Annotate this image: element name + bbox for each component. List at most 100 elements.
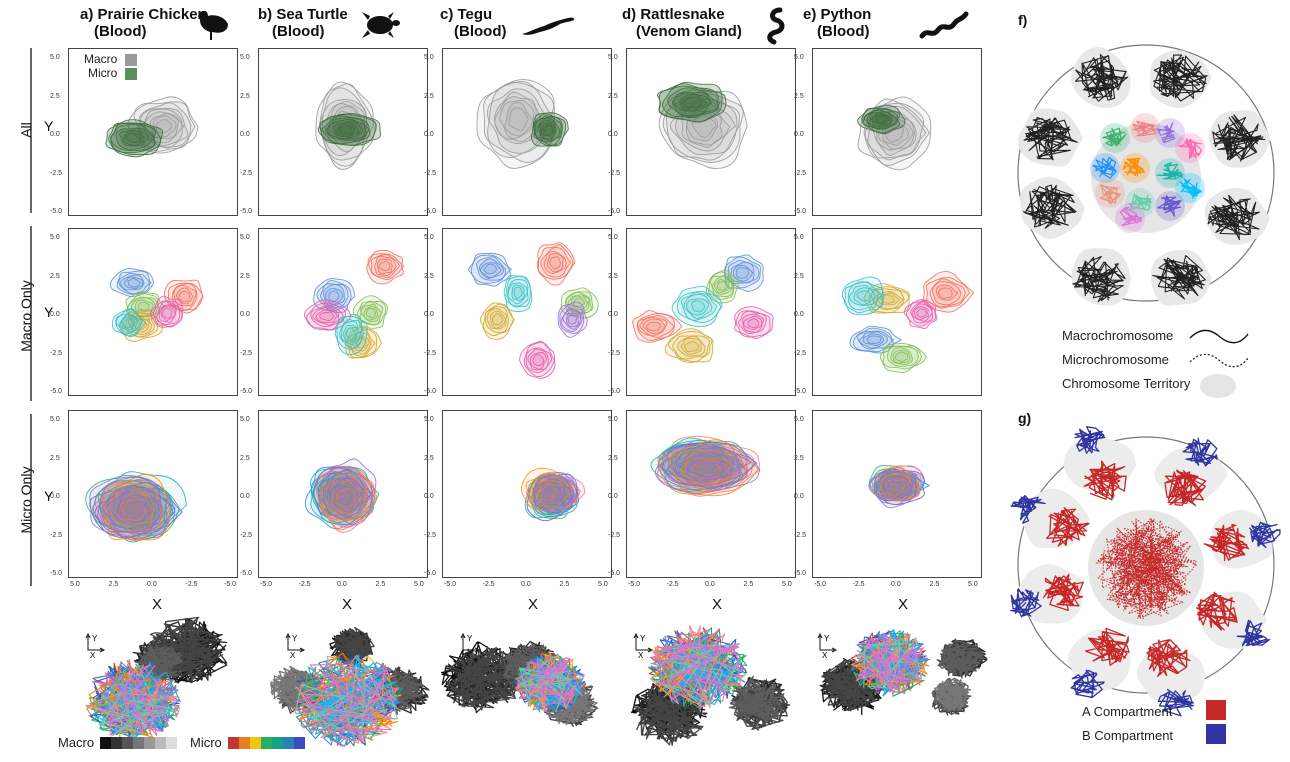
y-tick-label: -2.5 — [794, 531, 807, 539]
prairie-chicken-silhouette-icon — [198, 10, 228, 41]
y-tick-label: -2.5 — [794, 169, 807, 177]
microchromosome-trace — [1092, 157, 1117, 179]
contour-line — [738, 310, 767, 335]
y-tick-label: -2.5 — [424, 531, 437, 539]
macro-chromosome-density — [903, 299, 938, 329]
bottom-legend-macro-colorbar — [100, 736, 177, 754]
color-swatch — [144, 737, 155, 749]
micro-chromosome-trace — [98, 663, 180, 740]
micro-chromosome-trace — [651, 625, 735, 709]
micro-chromosome-trace — [104, 664, 179, 736]
b-compartment-trace — [1182, 437, 1218, 467]
microchromosome-trace — [1157, 194, 1182, 217]
plot-area — [657, 81, 748, 169]
key-a-compartment-swatch — [1206, 700, 1226, 720]
micro-density — [530, 112, 569, 147]
key-microchromosome-label: Microchromosome — [1062, 352, 1169, 367]
y-tick-label: 0.0 — [240, 493, 250, 500]
key-chromosome-territory-label: Chromosome Territory — [1062, 376, 1191, 391]
python-silhouette-icon — [919, 11, 969, 39]
micro-density — [657, 81, 727, 123]
y-tick-label: -5.0 — [424, 388, 437, 395]
contour-line — [321, 473, 378, 523]
y-axis-label-row3: Y — [44, 488, 54, 504]
bottom-legend-micro-label: Micro — [190, 735, 222, 750]
plot-panel-micro-only-a — [68, 410, 238, 578]
y-tick-label: 0.0 — [794, 131, 804, 138]
column-title-d-line1: d) Rattlesnake — [622, 6, 725, 23]
contour-line — [882, 345, 923, 370]
macrochromosome-trace — [1153, 54, 1208, 102]
x-tick-label: 5.0 — [782, 581, 792, 588]
contour-line — [123, 318, 135, 329]
x-tick-label: 5.0 — [968, 581, 978, 588]
macrochromosome-trace — [1072, 255, 1126, 303]
contour-line — [513, 286, 524, 299]
panel-f-label: f) — [1018, 12, 1028, 28]
contour-line — [338, 125, 356, 135]
contour-line — [875, 114, 917, 151]
macro-chromosome-density — [344, 325, 382, 359]
y-tick-label: 0.0 — [50, 493, 60, 500]
key-macrochromosome-line — [1189, 329, 1249, 344]
glyph-y-label: Y — [92, 634, 98, 643]
3d-structure-c — [440, 640, 599, 728]
xy-axes-glyph: YX — [285, 632, 306, 660]
column-title-e: e) Python (Blood) — [803, 6, 871, 40]
contour-line — [866, 335, 882, 344]
y-tick-label: -2.5 — [50, 349, 63, 357]
microchromosome-a-trace — [1096, 518, 1188, 612]
y-tick-label: 2.5 — [794, 272, 804, 280]
plot-panel-macro-only-b — [258, 228, 428, 396]
macro-chromosome-density — [632, 310, 683, 343]
contour-line — [331, 485, 353, 504]
bottom-legend-macro-label: Macro — [58, 735, 95, 750]
macro-chromosome-density — [879, 343, 928, 373]
x-tick-label: 0.0 — [337, 581, 347, 588]
y-tick-label: 2.5 — [424, 92, 434, 100]
microchromosome-a-trace — [1095, 520, 1192, 617]
glyph-x-label: X — [290, 651, 296, 660]
x-tick-label: 0.0 — [147, 581, 157, 588]
a-compartment-trace — [1195, 591, 1238, 631]
contour-line — [118, 272, 152, 295]
y-tick-label: 5.0 — [794, 54, 804, 61]
column-title-c-line2: (Blood) — [454, 23, 507, 40]
microchromosome-trace — [1122, 157, 1145, 177]
a-compartment-trace — [1164, 469, 1207, 506]
glyph-y-label: Y — [467, 634, 473, 643]
plot-area — [315, 81, 381, 170]
contour-line — [683, 341, 700, 353]
contour-line — [856, 290, 871, 302]
plot-area — [85, 471, 187, 543]
macrochromosome-trace — [1023, 116, 1078, 161]
y-tick-label: -5.0 — [608, 388, 621, 395]
contour-line — [365, 307, 376, 319]
plot-panel-micro-only-d — [626, 410, 796, 578]
y-tick-label: 2.5 — [240, 92, 250, 100]
legend-micro-label: Micro — [88, 66, 118, 80]
contour-line — [689, 461, 725, 478]
y-tick-label: 5.0 — [240, 54, 250, 61]
contour-line — [161, 307, 173, 319]
row-label-micro-only: Micro Only — [18, 466, 34, 534]
column-title-c: c) Tegu (Blood) — [440, 6, 506, 40]
y-tick-label: 5.0 — [608, 234, 618, 241]
legend-macro-swatch — [125, 54, 137, 66]
contour-line — [885, 480, 903, 494]
x-tick-label: -2.5 — [852, 581, 865, 588]
panel-f-nucleus-diagram — [1017, 44, 1275, 306]
macrochromosome-trace — [1022, 184, 1077, 229]
plot-area — [650, 436, 761, 497]
color-swatch — [283, 737, 294, 749]
column-title-d-line2: (Venom Gland) — [636, 23, 742, 40]
legend-macro-label: Macro — [84, 52, 118, 66]
plot-area — [841, 271, 975, 373]
glyph-x-label: X — [638, 651, 644, 660]
micro-chromosome-density — [316, 458, 377, 526]
y-tick-label: 5.0 — [50, 54, 60, 61]
contour-line — [567, 314, 577, 325]
contour-line — [103, 482, 165, 542]
y-tick-label: -2.5 — [424, 169, 437, 177]
macro-chromosome-trace — [728, 675, 785, 724]
